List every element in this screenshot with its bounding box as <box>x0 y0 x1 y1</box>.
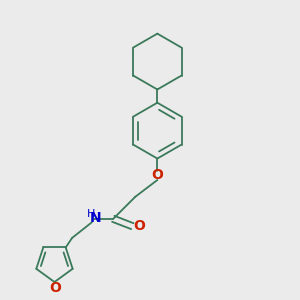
Text: O: O <box>133 219 145 233</box>
Text: N: N <box>90 211 101 225</box>
Text: O: O <box>49 281 61 296</box>
Text: O: O <box>152 168 163 182</box>
Text: H: H <box>86 208 95 218</box>
